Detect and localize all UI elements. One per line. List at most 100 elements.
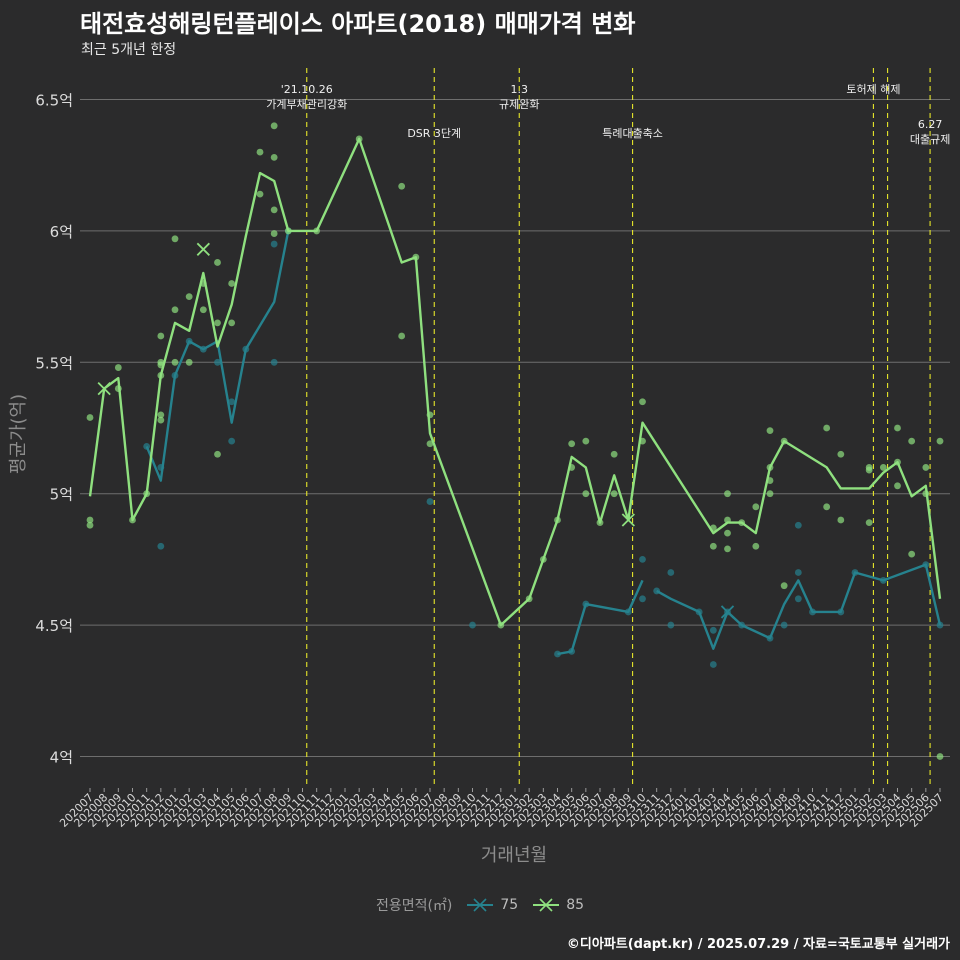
data-point <box>270 206 278 214</box>
data-point <box>256 190 264 198</box>
data-point <box>228 280 236 287</box>
policy-annotation: 가계부채관리강화 <box>266 98 347 111</box>
data-point <box>86 521 94 529</box>
data-point <box>398 182 406 190</box>
data-point <box>879 464 887 471</box>
data-point <box>270 153 278 161</box>
y-tick-label: 6억 <box>50 223 73 241</box>
legend-title: 전용면적(㎡) <box>375 898 453 914</box>
legend-item-85[interactable]: 85 <box>532 895 584 915</box>
y-tick-label: 5억 <box>50 486 73 504</box>
data-point <box>86 414 94 421</box>
data-point <box>639 555 646 563</box>
data-point <box>270 230 278 237</box>
data-point <box>794 521 802 529</box>
data-point <box>228 398 236 406</box>
series-75 <box>143 227 944 668</box>
data-point <box>794 595 802 603</box>
data-point <box>270 122 278 130</box>
chart-subtitle: 최근 5개년 한정 <box>81 42 177 58</box>
data-point <box>610 450 618 458</box>
data-point <box>270 358 278 366</box>
data-point <box>709 542 717 550</box>
data-point <box>568 440 576 448</box>
data-point <box>724 545 731 553</box>
legend-key-75-icon <box>467 898 494 912</box>
data-point <box>780 582 788 590</box>
grid <box>80 99 950 757</box>
policy-annotation: 특례대출축소 <box>602 127 663 140</box>
data-point <box>709 661 717 668</box>
data-point <box>228 437 236 445</box>
cross-marker <box>97 381 111 396</box>
data-point <box>157 411 165 419</box>
data-point <box>639 595 646 603</box>
data-point <box>157 542 165 550</box>
data-point <box>228 319 236 327</box>
data-point <box>837 516 845 524</box>
y-tick-label: 6.5억 <box>35 92 73 110</box>
data-point <box>157 358 165 366</box>
data-point <box>823 503 831 511</box>
data-point <box>908 550 916 558</box>
data-point <box>794 569 802 576</box>
series-line <box>557 579 644 656</box>
series-line <box>656 563 942 650</box>
data-point <box>667 569 675 576</box>
series-85 <box>86 122 944 760</box>
series <box>86 122 944 760</box>
data-point <box>270 240 278 248</box>
legend-item-75[interactable]: 75 <box>466 895 518 915</box>
policy-annotation: 규제완화 <box>499 98 539 111</box>
data-point <box>667 621 675 629</box>
data-point <box>936 437 944 445</box>
data-point <box>214 259 221 266</box>
data-point <box>157 416 165 424</box>
policy-annotation: 6.27 <box>918 118 943 131</box>
data-point <box>780 621 788 629</box>
data-point <box>114 364 122 371</box>
policy-annotation: 토허제 해제 <box>846 82 900 96</box>
data-point <box>894 424 901 432</box>
legend: 전용면적(㎡) 75 85 <box>0 895 960 915</box>
data-point <box>865 464 873 471</box>
data-point <box>199 306 207 314</box>
y-axis-label: 평균가(억) <box>8 394 29 474</box>
data-point <box>922 464 930 471</box>
legend-label-85: 85 <box>566 897 585 913</box>
data-point <box>837 450 845 458</box>
data-point <box>426 498 434 505</box>
series-line <box>88 137 942 627</box>
data-point <box>214 319 221 327</box>
data-point <box>724 490 731 498</box>
y-tick-label: 5.5억 <box>35 354 73 372</box>
data-point <box>469 621 476 629</box>
cross-marker <box>621 513 635 527</box>
policy-annotation: 1.3 <box>511 83 529 96</box>
policy-annotation: DSR 3단계 <box>407 127 461 140</box>
data-point <box>185 358 193 366</box>
data-point <box>214 450 221 458</box>
data-point <box>426 440 434 448</box>
data-point <box>171 306 179 314</box>
policy-annotation: '21.10.26 <box>281 83 333 96</box>
data-point <box>936 753 944 760</box>
series-line <box>145 230 290 482</box>
data-point <box>214 358 221 366</box>
data-point <box>766 427 774 435</box>
data-point <box>86 516 94 524</box>
chart-title: 태전효성해링턴플레이스 아파트(2018) 매매가격 변화 <box>80 10 636 38</box>
data-point <box>865 519 873 526</box>
data-point <box>398 332 406 340</box>
data-point <box>185 293 193 301</box>
x-axis-label: 거래년월 <box>481 845 547 866</box>
data-point <box>610 490 618 498</box>
source-caption: ©디아파트(dapt.kr) / 2025.07.29 / 자료=국토교통부 실… <box>566 937 950 952</box>
data-point <box>582 490 590 498</box>
data-point <box>157 332 165 340</box>
data-point <box>766 490 774 498</box>
data-point <box>171 235 179 243</box>
y-tick-label: 4억 <box>50 748 73 766</box>
